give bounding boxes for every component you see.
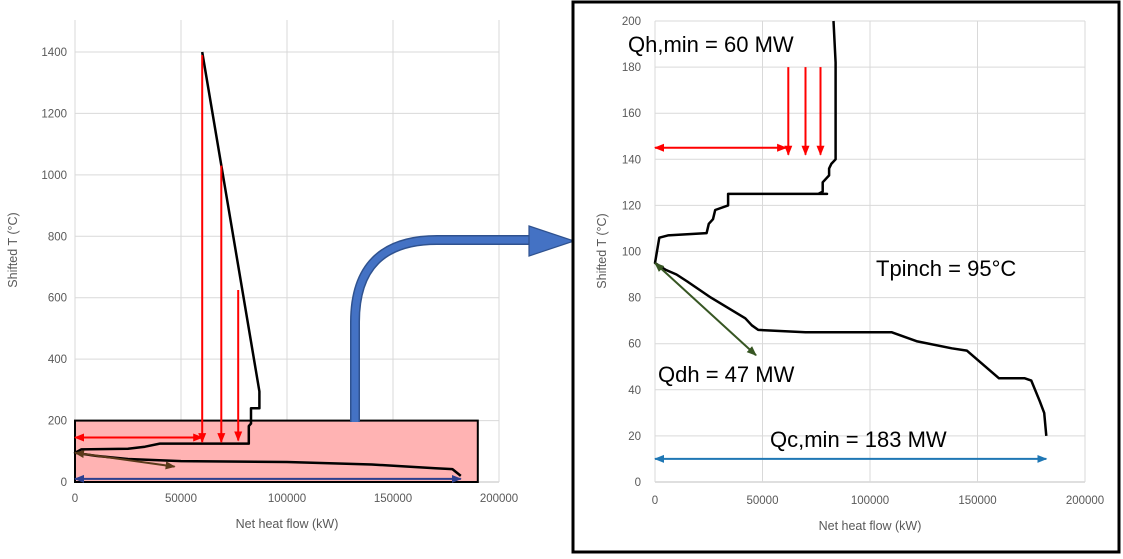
- left-x-axis-label: Net heat flow (kW): [236, 517, 339, 531]
- left-y-tick: 1200: [41, 108, 67, 120]
- left-x-tick: 150000: [374, 493, 412, 505]
- left-x-tick: 50000: [165, 493, 197, 505]
- tpinch-label: Tpinch = 95°C: [876, 256, 1016, 281]
- left-y-tick: 400: [48, 354, 67, 366]
- left-x-tick-labels: 0 50000 100000 150000 200000: [72, 493, 518, 505]
- left-annotation-arrow-5: [74, 450, 176, 470]
- right-annotation-arrow-5: [654, 262, 757, 356]
- left-highlight-region: [74, 419, 479, 484]
- right-x-axis-label: Net heat flow (kW): [819, 519, 922, 533]
- left-chart: 1400 1200 1000 800 600 400 200 0 0 50000…: [6, 20, 518, 531]
- qc-min-label: Qc,min = 183 MW: [770, 427, 947, 452]
- left-gridlines: [74, 20, 500, 483]
- right-y-tick: 140: [622, 154, 641, 166]
- right-y-tick: 160: [622, 108, 641, 120]
- left-x-tick: 100000: [268, 493, 306, 505]
- right-y-tick: 120: [622, 200, 641, 212]
- right-y-tick: 200: [622, 16, 641, 28]
- right-y-tick: 40: [628, 385, 641, 397]
- left-x-tick: 0: [72, 493, 78, 505]
- left-annotations: [74, 55, 462, 483]
- left-x-tick: 200000: [480, 493, 518, 505]
- qh-min-label: Qh,min = 60 MW: [628, 32, 794, 57]
- left-y-axis-label: Shifted T (°C): [6, 212, 20, 287]
- right-y-tick: 80: [628, 293, 641, 305]
- left-y-tick: 600: [48, 293, 67, 305]
- left-series: [73, 51, 462, 477]
- left-y-tick: 800: [48, 231, 67, 243]
- left-y-tick: 1400: [41, 47, 67, 59]
- right-x-tick: 150000: [958, 495, 996, 507]
- left-y-tick: 1000: [41, 170, 67, 182]
- right-x-tick: 100000: [851, 495, 889, 507]
- right-y-tick: 180: [622, 62, 641, 74]
- right-annotations: [654, 67, 1048, 463]
- right-y-tick: 60: [628, 339, 641, 351]
- right-x-tick: 50000: [747, 495, 779, 507]
- right-y-tick: 20: [628, 431, 641, 443]
- right-y-tick-labels: 200 180 160 140 120 100 80 60 40 20 0: [622, 16, 641, 489]
- right-chart: 200 180 160 140 120 100 80 60 40 20 0 0 …: [571, 0, 1121, 554]
- right-y-tick: 0: [635, 477, 641, 489]
- connector-body-fill: [351, 236, 530, 422]
- right-y-tick: 100: [622, 247, 641, 259]
- connector-arrow-head: [528, 225, 576, 257]
- right-y-axis-label: Shifted T (°C): [595, 213, 609, 288]
- left-y-tick: 200: [48, 416, 67, 428]
- left-y-tick: 0: [61, 477, 67, 489]
- right-x-tick: 200000: [1066, 495, 1104, 507]
- left-y-tick-labels: 1400 1200 1000 800 600 400 200 0: [41, 47, 67, 489]
- left-grand-composite-curve-0: [73, 51, 462, 477]
- qdh-label: Qdh = 47 MW: [658, 362, 795, 387]
- right-x-tick: 0: [652, 495, 658, 507]
- connector-body: [350, 235, 530, 422]
- zoom-connector-arrow: [350, 225, 576, 422]
- right-x-tick-labels: 0 50000 100000 150000 200000: [652, 495, 1104, 507]
